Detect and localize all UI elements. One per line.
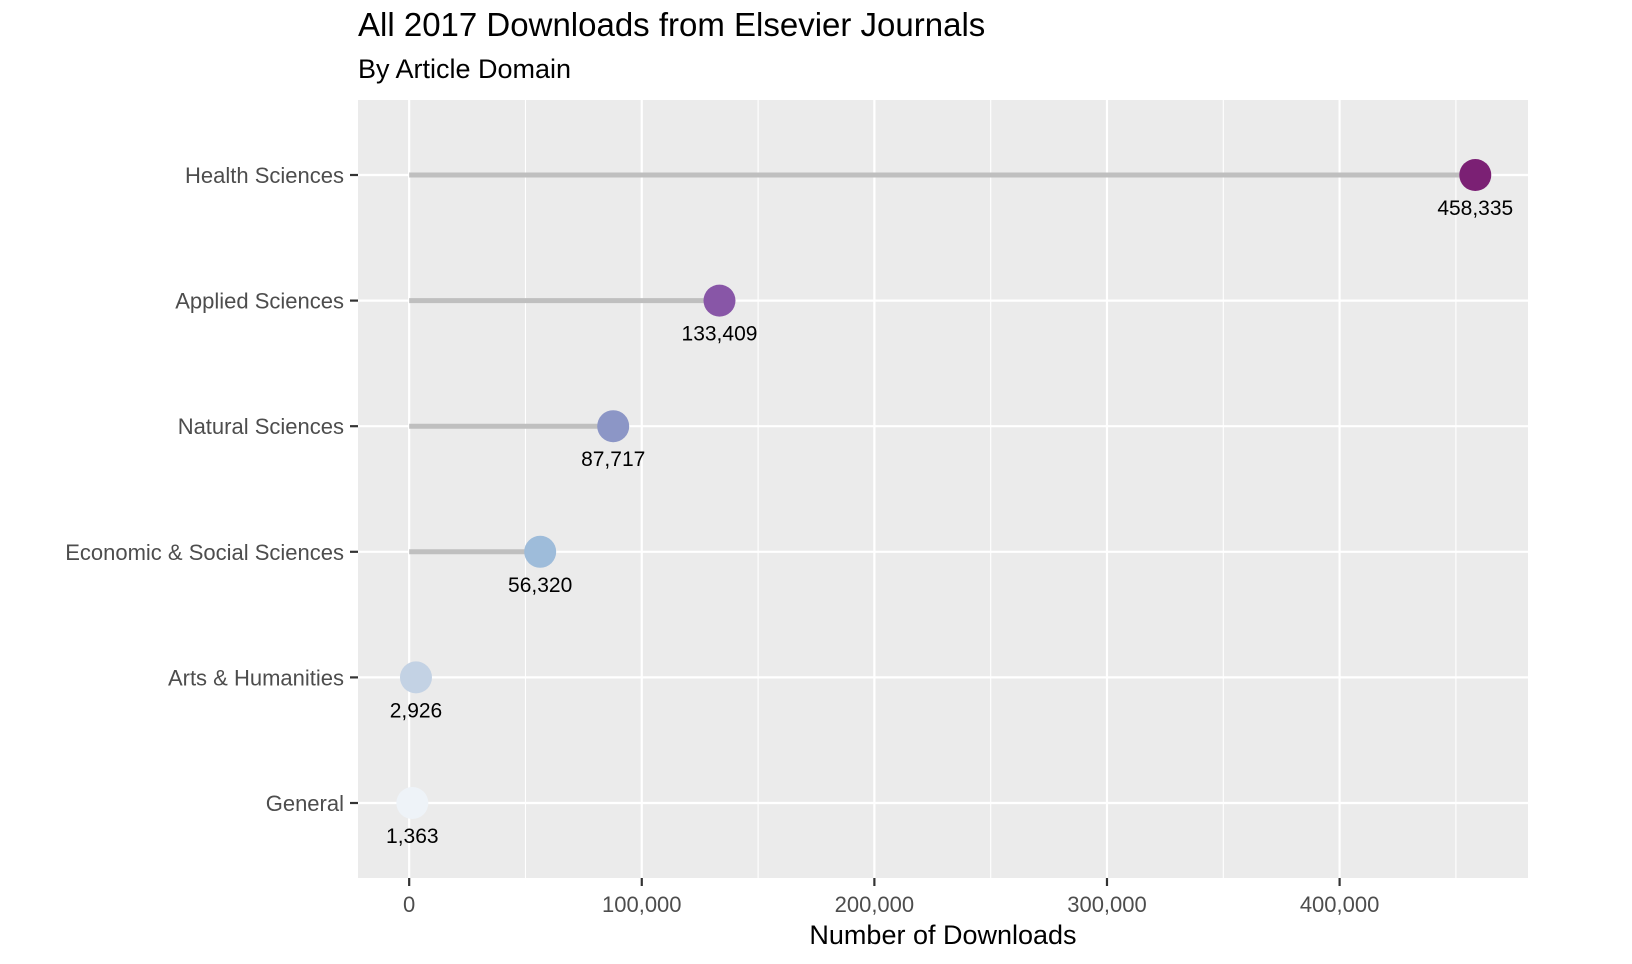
data-labels: 458,335 133,409 87,717 56,320 2,926 1,363 [386, 197, 1513, 848]
x-axis-title: Number of Downloads [809, 920, 1076, 950]
chart-title: All 2017 Downloads from Elsevier Journal… [358, 6, 985, 43]
chart-subtitle: By Article Domain [358, 54, 571, 84]
x-tick-label: 0 [403, 892, 415, 917]
x-tick-label: 100,000 [602, 892, 682, 917]
data-label: 2,926 [390, 699, 443, 722]
x-tick-label: 300,000 [1067, 892, 1147, 917]
data-label: 87,717 [581, 448, 645, 471]
plot-panel [358, 100, 1528, 878]
lollipop-point [703, 284, 736, 317]
y-axis: Health Sciences Applied Sciences Natural S… [65, 163, 358, 816]
lollipop-point [399, 661, 432, 694]
x-tick-label: 400,000 [1300, 892, 1380, 917]
data-label: 133,409 [682, 323, 758, 346]
y-tick-label: Economic & Social Sciences [65, 540, 344, 565]
lollipop-point [597, 410, 630, 443]
lollipop-point [1459, 159, 1492, 191]
y-tick-label: Applied Sciences [175, 289, 344, 314]
x-tick-label: 200,000 [835, 892, 915, 917]
lollipop-point [524, 535, 557, 568]
y-tick-label: Arts & Humanities [168, 665, 344, 690]
data-label: 1,363 [386, 825, 439, 848]
data-label: 56,320 [508, 574, 572, 597]
lollipop-points [396, 159, 1492, 819]
lollipop-point [396, 787, 429, 819]
x-axis: 0 100,000 200,000 300,000 400,000 [403, 878, 1379, 917]
y-tick-label: Health Sciences [185, 163, 344, 188]
y-tick-label: Natural Sciences [178, 414, 344, 439]
y-tick-label: General [266, 791, 344, 816]
data-label: 458,335 [1437, 197, 1513, 220]
